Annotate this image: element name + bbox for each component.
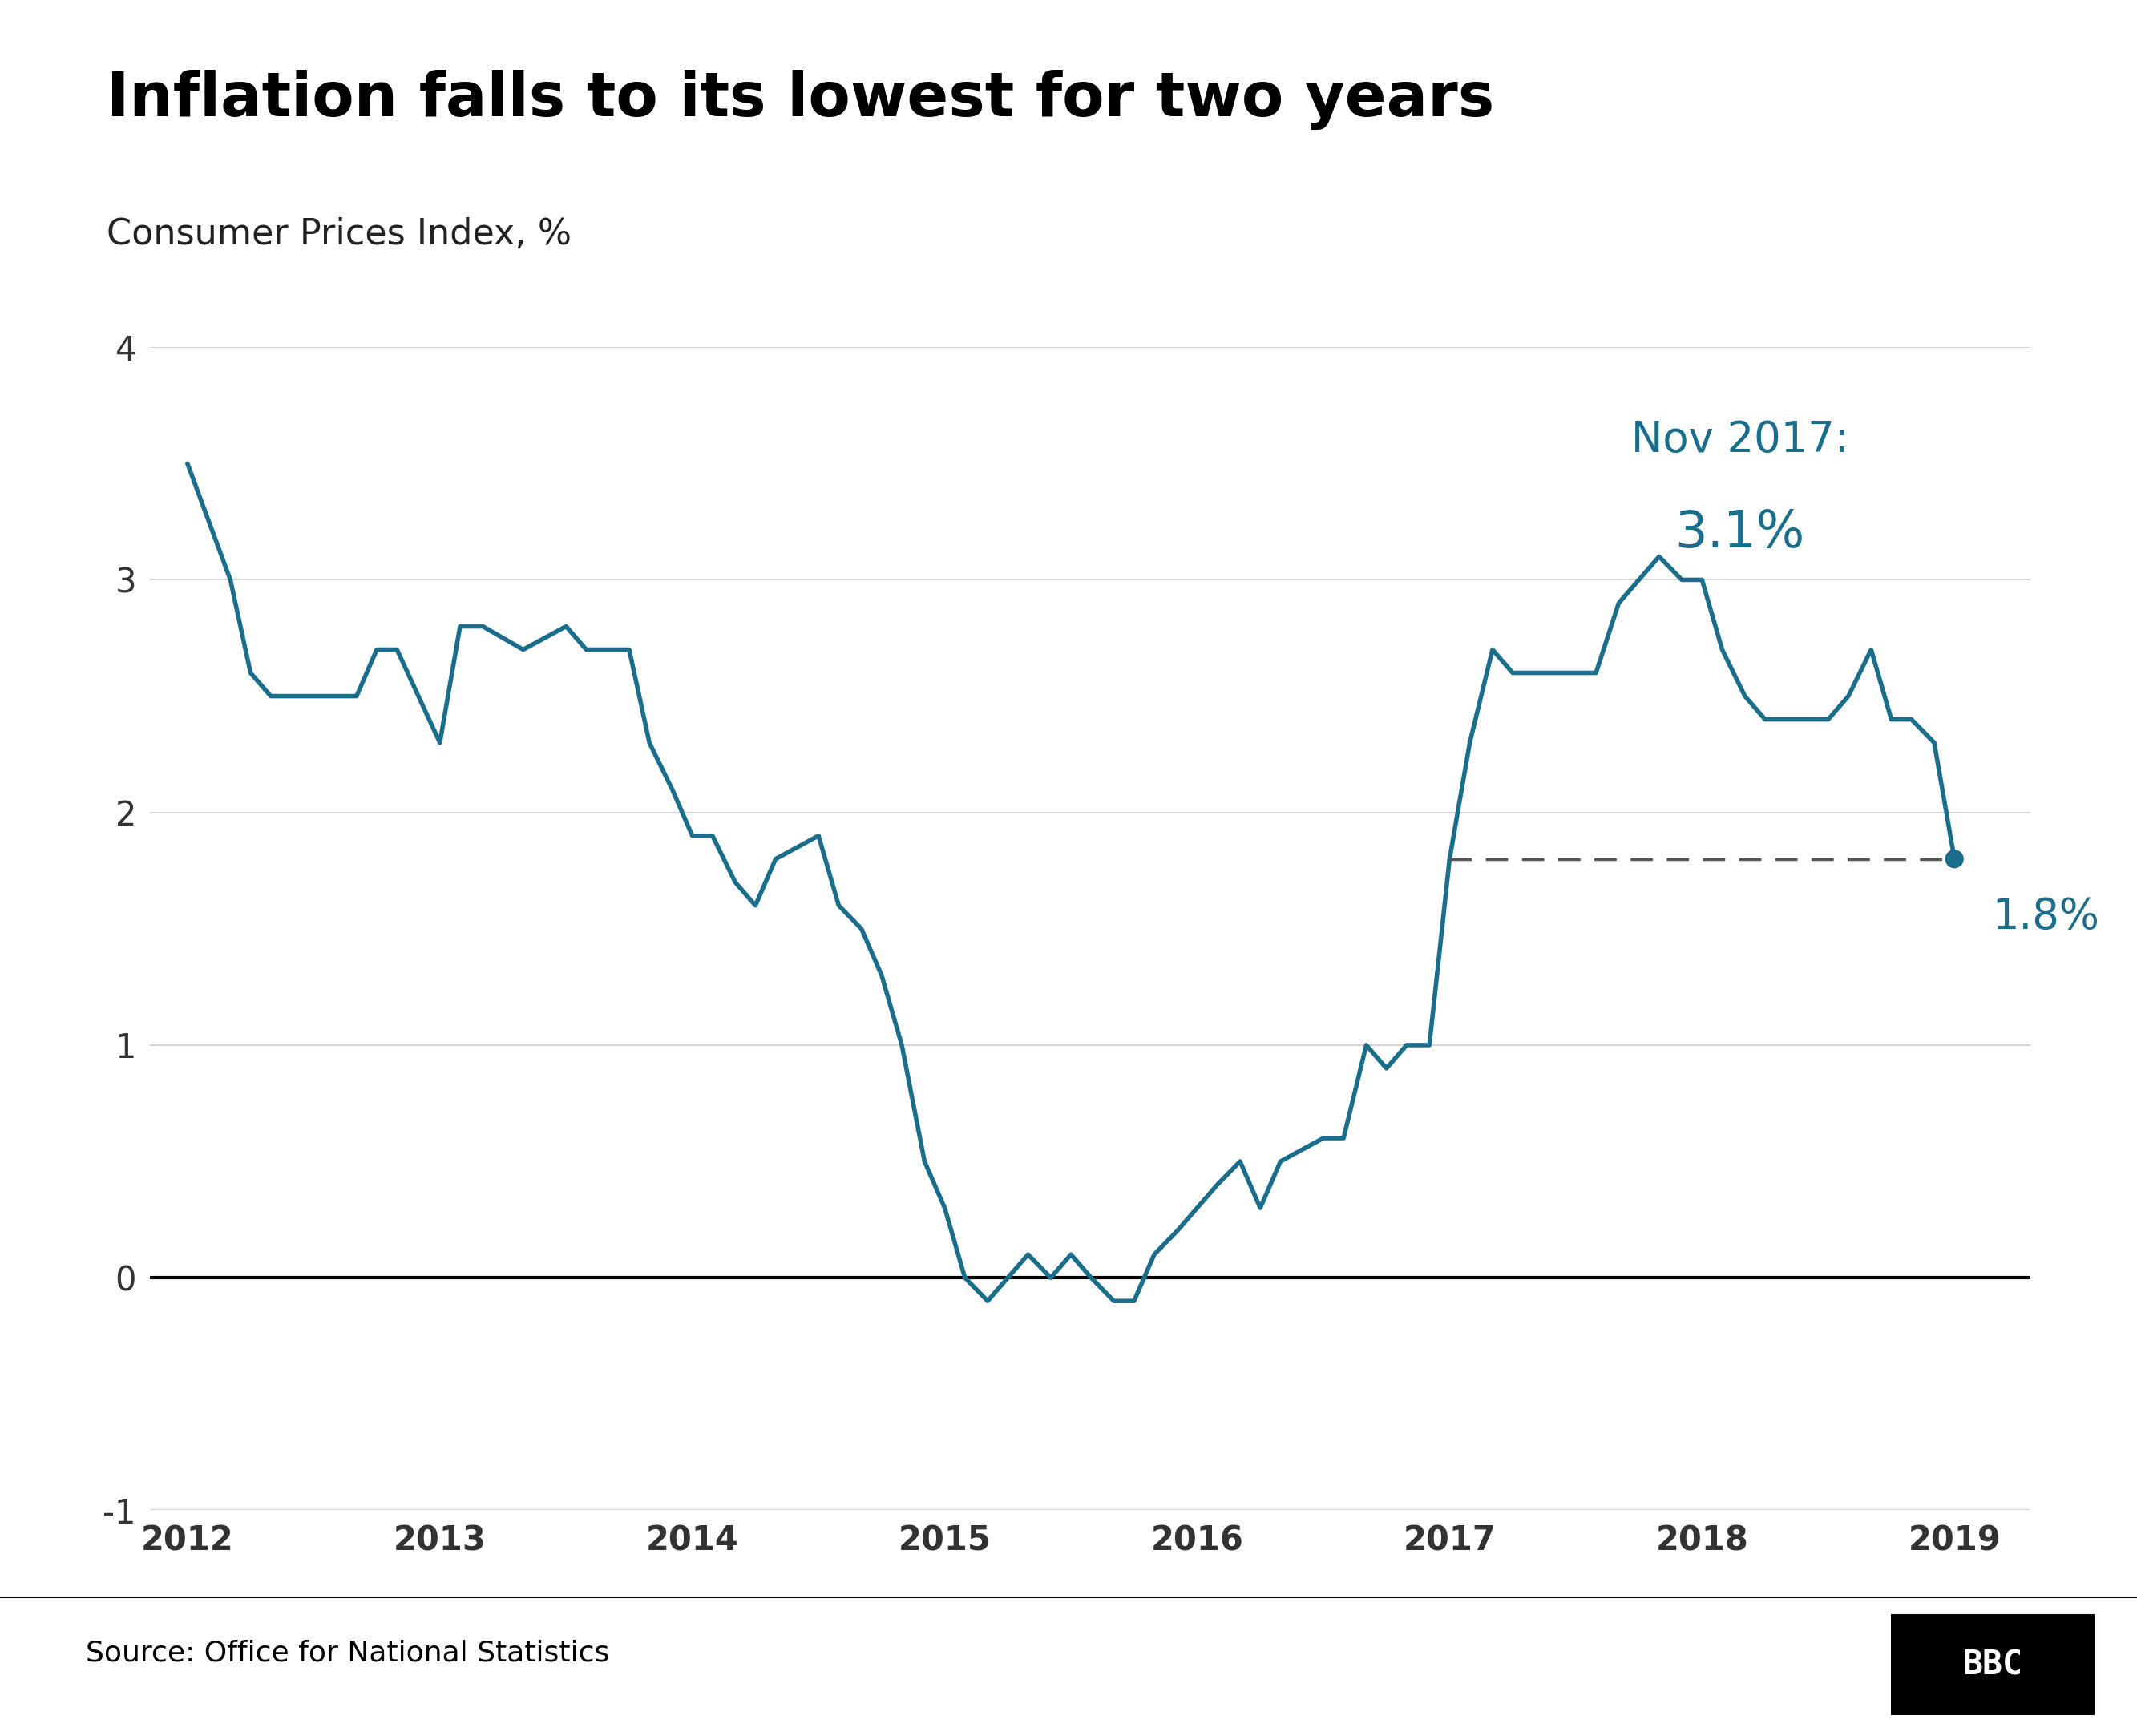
Text: Consumer Prices Index, %: Consumer Prices Index, % xyxy=(107,217,573,252)
Text: Inflation falls to its lowest for two years: Inflation falls to its lowest for two ye… xyxy=(107,69,1494,130)
Text: 3.1%: 3.1% xyxy=(1675,509,1806,559)
Text: 1.8%: 1.8% xyxy=(1992,896,2099,937)
Point xyxy=(1938,845,1972,873)
Text: Source: Office for National Statistics: Source: Office for National Statistics xyxy=(85,1639,609,1667)
Text: Nov 2017:: Nov 2017: xyxy=(1631,420,1849,462)
Text: BBC: BBC xyxy=(1962,1647,2024,1682)
